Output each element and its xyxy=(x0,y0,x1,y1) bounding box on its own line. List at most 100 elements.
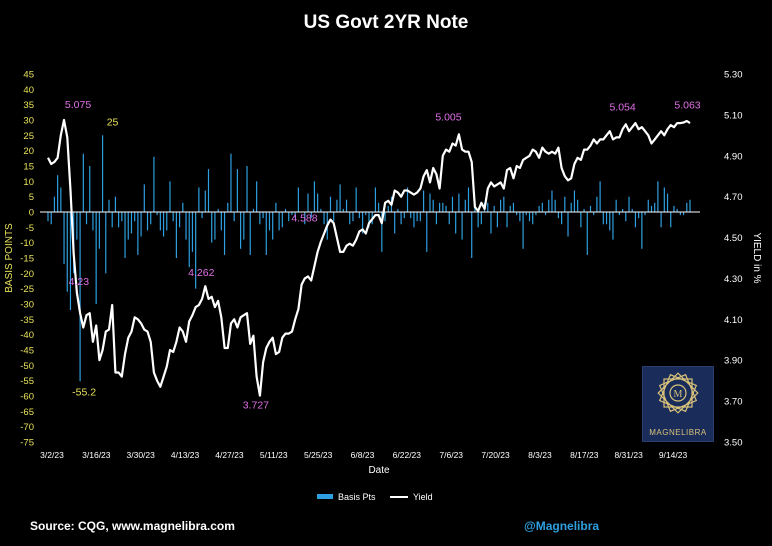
basis-points-bar xyxy=(400,212,402,225)
basis-points-bar xyxy=(140,212,142,237)
left-tick-label: -30 xyxy=(20,300,34,311)
basis-points-bar xyxy=(108,199,110,212)
basis-points-bar xyxy=(214,212,216,240)
annotation-label: -55.2 xyxy=(72,386,96,398)
basis-points-bar xyxy=(638,212,640,219)
source-credit: Source: CQG, www.magnelibra.com xyxy=(30,519,235,533)
basis-points-bar xyxy=(361,212,364,234)
basis-points-bar xyxy=(429,193,431,212)
basis-points-bar xyxy=(609,212,611,231)
basis-points-bar xyxy=(647,199,649,212)
basis-points-bar xyxy=(413,212,415,228)
x-tick-label: 8/31/23 xyxy=(614,450,643,460)
basis-points-bar xyxy=(95,212,97,304)
left-tick-label: -45 xyxy=(20,346,34,357)
chart-title: US Govt 2YR Note xyxy=(303,12,469,33)
basis-points-bar xyxy=(166,212,168,231)
basis-points-bar xyxy=(544,212,547,216)
basis-points-bar xyxy=(660,212,662,228)
basis-points-bar xyxy=(317,193,319,212)
basis-points-bar xyxy=(240,212,242,249)
x-tick-label: 4/13/23 xyxy=(171,450,200,460)
basis-points-bar xyxy=(333,212,335,222)
left-tick-label: 5 xyxy=(29,192,34,203)
right-tick-label: 4.30 xyxy=(724,274,743,285)
basis-points-bar xyxy=(179,212,181,228)
basis-points-bar xyxy=(162,212,165,237)
basis-points-bar xyxy=(233,212,235,222)
basis-points-bar xyxy=(92,212,94,231)
basis-points-bar xyxy=(358,212,360,219)
basis-points-bar xyxy=(602,212,604,225)
basis-points-bar xyxy=(593,212,595,216)
x-tick-label: 6/8/23 xyxy=(351,450,375,460)
basis-points-bar xyxy=(570,202,572,212)
right-axis-ticks: 5.30 5.10 4.90 4.70 4.50 4.30 4.10 3.90 3.70 3.50 xyxy=(724,70,743,449)
left-tick-label: 25 xyxy=(23,131,34,142)
x-tick-label: 7/20/23 xyxy=(481,450,510,460)
basis-points-bar xyxy=(605,212,608,225)
basis-points-bar xyxy=(464,199,466,212)
basis-points-bar xyxy=(596,196,598,212)
left-axis-title: BASIS POINTS xyxy=(4,223,15,293)
x-tick-label: 5/25/23 xyxy=(304,450,333,460)
basis-points-bar xyxy=(114,196,117,212)
basis-points-bar xyxy=(378,202,380,212)
basis-points-bar xyxy=(281,212,283,228)
basis-points-bar xyxy=(557,212,559,219)
basis-points-bar xyxy=(172,212,174,222)
x-tick-label: 3/30/23 xyxy=(127,450,156,460)
left-tick-label: -50 xyxy=(20,361,34,372)
basis-points-bar xyxy=(69,212,72,311)
left-tick-label: 10 xyxy=(23,177,34,188)
basis-points-bar xyxy=(201,212,203,219)
left-tick-label: 15 xyxy=(23,162,34,173)
basis-points-bar xyxy=(554,199,556,212)
basis-points-bar xyxy=(477,212,479,228)
basis-points-bar xyxy=(262,212,264,219)
basis-points-bar xyxy=(599,181,601,212)
left-tick-label: -25 xyxy=(20,284,34,295)
left-tick-label: 45 xyxy=(23,70,34,81)
social-handle[interactable]: @Magnelibra xyxy=(524,519,600,533)
annotation-label: 5.054 xyxy=(609,101,635,113)
basis-points-bar xyxy=(365,212,367,216)
basis-points-bar xyxy=(342,208,344,212)
basis-points-bar xyxy=(670,212,672,228)
basis-points-bar xyxy=(573,190,576,212)
basis-points-bar xyxy=(191,212,194,252)
basis-points-bar xyxy=(410,212,412,219)
left-tick-label: 40 xyxy=(23,85,34,96)
basis-points-bar xyxy=(406,187,409,212)
left-tick-label: -5 xyxy=(26,223,34,234)
right-tick-label: 3.90 xyxy=(724,356,743,367)
basis-points-bar xyxy=(246,166,248,212)
right-tick-label: 4.10 xyxy=(724,315,743,326)
basis-points-bar xyxy=(227,202,229,212)
basis-points-bar xyxy=(105,212,107,274)
basis-points-bar xyxy=(76,212,78,240)
left-tick-label: -20 xyxy=(20,269,34,280)
basis-points-bar xyxy=(60,187,62,212)
x-tick-label: 8/17/23 xyxy=(570,450,599,460)
basis-points-bar xyxy=(57,175,59,212)
basis-points-bar xyxy=(297,187,299,212)
left-tick-label: 0 xyxy=(29,208,34,219)
basis-points-bar xyxy=(243,212,245,240)
basis-points-bar xyxy=(503,196,505,212)
basis-points-bar xyxy=(259,212,261,225)
basis-points-bar xyxy=(272,212,274,240)
basis-points-bar xyxy=(577,199,579,212)
annotations: 5.075 25 -55.2 4.23 4.262 3.727 4.588 5.005 5.05… xyxy=(65,99,701,412)
basis-points-bar xyxy=(111,212,113,228)
basis-points-bar xyxy=(625,212,627,222)
basis-points-bar xyxy=(628,196,630,212)
annotation-label: 5.005 xyxy=(435,111,461,123)
basis-points-bar xyxy=(496,212,498,228)
basis-points-bar xyxy=(79,212,81,382)
basis-points-bar xyxy=(381,212,383,252)
right-tick-label: 4.90 xyxy=(724,151,743,162)
x-tick-label: 9/14/23 xyxy=(659,450,688,460)
basis-points-bar xyxy=(284,208,287,212)
left-tick-label: -40 xyxy=(20,330,34,341)
